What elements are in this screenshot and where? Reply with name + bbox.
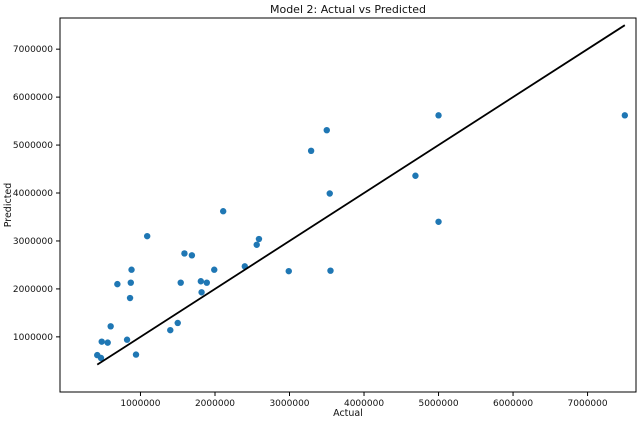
data-point [97,354,105,362]
fit-line [96,24,626,366]
data-point [104,339,111,346]
y-axis-label: Predicted [3,183,14,228]
data-point [143,232,151,240]
x-tick-label: 3000000 [269,399,309,409]
data-point [326,190,333,197]
chart-title: Model 2: Actual vs Predicted [270,3,426,16]
y-tick-label: 1000000 [13,333,53,343]
data-point [123,336,131,343]
data-point [174,319,181,327]
y-tick-label: 2000000 [13,285,53,295]
data-point [307,147,315,155]
y-axis-ticks: 1000000 2000000 3000000 4000000 5000000 60000… [13,45,60,343]
data-point [132,351,140,358]
y-tick-label: 5000000 [13,141,53,151]
data-point [177,279,184,286]
data-point [203,279,210,286]
x-tick-label: 4000000 [344,399,384,409]
x-tick-label: 5000000 [418,399,458,409]
y-tick-label: 7000000 [13,45,53,55]
x-tick-label: 1000000 [120,399,160,409]
data-point [167,326,174,334]
x-axis-label: Actual [333,408,363,419]
data-point [198,289,205,296]
data-point [285,267,292,275]
x-tick-label: 7000000 [568,399,608,409]
data-point [253,241,260,248]
x-tick-label: 2000000 [195,399,235,409]
data-point [327,267,334,274]
data-point [219,208,227,215]
data-point [114,280,121,288]
data-point [435,112,442,119]
data-point [197,278,205,285]
data-point [188,252,196,259]
y-tick-label: 3000000 [13,237,53,247]
y-tick-label: 4000000 [13,189,53,199]
data-point [435,218,442,225]
data-point [107,323,114,330]
data-point [181,250,188,257]
x-axis-ticks: 1000000 2000000 3000000 4000000 5000000 60000… [120,392,608,409]
data-point [211,266,218,273]
data-point [412,172,419,179]
x-tick-label: 6000000 [493,399,533,409]
data-point [128,266,135,273]
y-tick-label: 6000000 [13,93,53,103]
series-layer [94,24,629,366]
data-point [126,294,134,302]
data-point [621,112,629,119]
data-point [323,127,330,134]
data-point [127,279,134,286]
data-point [255,235,263,243]
data-point [98,338,105,345]
